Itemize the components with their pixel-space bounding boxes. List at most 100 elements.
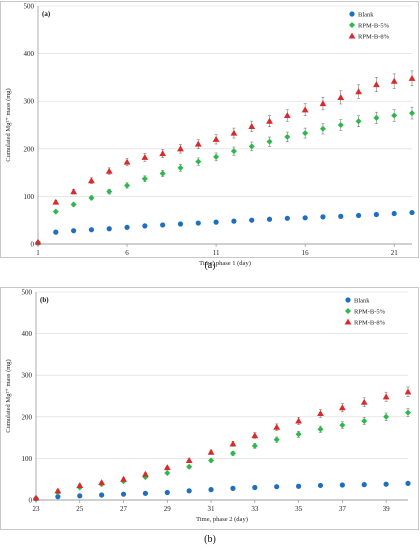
- data-point: [337, 122, 344, 128]
- data-point: [212, 135, 220, 142]
- y-tick-label: 100: [24, 193, 35, 201]
- x-tick-label: 11: [213, 249, 220, 257]
- data-point: [70, 201, 77, 208]
- data-point: [88, 194, 95, 201]
- data-point: [194, 140, 202, 147]
- data-point: [251, 442, 258, 449]
- data-point: [163, 464, 171, 471]
- data-point: [355, 212, 362, 219]
- y-tick-label: 500: [24, 3, 35, 11]
- y-tick-label: 300: [24, 98, 35, 106]
- data-point: [142, 470, 149, 477]
- data-point: [405, 480, 411, 486]
- data-point: [229, 440, 237, 447]
- data-point: [319, 100, 327, 107]
- legend-label: Blank: [358, 12, 374, 19]
- x-tick-label: 29: [164, 505, 172, 513]
- data-point: [284, 215, 290, 221]
- series-RPM-B-5%: [35, 106, 415, 246]
- series-RPM-B-5%: [33, 408, 411, 502]
- data-point: [266, 138, 273, 145]
- data-point: [284, 133, 291, 140]
- data-point: [88, 227, 95, 233]
- panel-label: (a): [42, 10, 51, 18]
- data-point: [106, 226, 112, 232]
- x-tick-label: 39: [383, 505, 391, 513]
- legend-marker: [345, 297, 351, 303]
- data-point: [55, 494, 61, 500]
- data-point: [317, 482, 324, 489]
- data-point: [123, 158, 131, 165]
- data-point: [409, 209, 415, 216]
- data-point: [213, 219, 219, 225]
- x-tick-label: 6: [125, 249, 129, 257]
- legend-label: RPM-B-5%: [354, 309, 386, 316]
- data-point: [251, 432, 259, 439]
- data-point: [295, 483, 302, 489]
- y-tick-label: 0: [31, 241, 35, 249]
- data-point: [76, 482, 84, 488]
- legend-label: Blank: [354, 298, 370, 305]
- data-point: [295, 417, 302, 424]
- data-point: [301, 106, 309, 113]
- data-point: [409, 110, 415, 117]
- data-point: [230, 485, 236, 491]
- data-point: [372, 81, 380, 88]
- data-point: [317, 410, 324, 417]
- data-point: [231, 218, 237, 224]
- data-point: [337, 93, 345, 100]
- data-point: [88, 177, 95, 184]
- data-point: [248, 123, 256, 129]
- x-tick-label: 37: [339, 505, 347, 513]
- data-point: [317, 426, 324, 433]
- data-point: [32, 494, 40, 501]
- data-point: [390, 77, 398, 84]
- data-point: [339, 482, 345, 488]
- data-point: [408, 74, 416, 81]
- data-point: [273, 436, 280, 443]
- x-axis-title: Time, phase 1 (day): [199, 260, 251, 267]
- data-point: [120, 491, 127, 497]
- legend-label: RPM-B-5%: [358, 23, 390, 30]
- panel-frame: [0, 1, 419, 258]
- x-tick-label: 33: [251, 505, 259, 513]
- x-tick-label: 31: [208, 505, 216, 513]
- data-point: [208, 487, 214, 493]
- data-point: [195, 220, 201, 226]
- x-tick-label: 25: [76, 505, 84, 513]
- data-point: [320, 214, 326, 220]
- data-point: [391, 210, 397, 217]
- y-tick-label: 300: [22, 372, 33, 380]
- series-RPM-B-8%: [32, 386, 412, 501]
- data-point: [266, 117, 273, 124]
- data-point: [230, 129, 238, 136]
- data-point: [373, 114, 380, 121]
- data-point: [338, 213, 344, 219]
- y-tick-label: 200: [24, 145, 35, 153]
- data-point: [105, 167, 113, 174]
- figure-caption: (b): [204, 534, 216, 545]
- data-point: [142, 490, 149, 496]
- data-point: [361, 482, 367, 488]
- data-point: [373, 211, 379, 218]
- data-point: [185, 457, 193, 464]
- legend-marker: [348, 32, 356, 39]
- data-point: [319, 125, 326, 132]
- panel-label: (b): [40, 296, 49, 304]
- data-point: [98, 479, 106, 486]
- data-point: [382, 393, 390, 400]
- data-point: [273, 423, 281, 430]
- y-tick-label: 400: [22, 330, 33, 338]
- data-point: [338, 404, 346, 411]
- data-point: [391, 112, 398, 119]
- legend-marker: [344, 318, 352, 325]
- data-point: [70, 188, 78, 195]
- data-point: [141, 153, 149, 160]
- data-point: [404, 388, 412, 395]
- data-point: [99, 492, 105, 498]
- data-point: [177, 164, 184, 171]
- y-axis-title: Cumulated Mg²⁺ mass (mg): [5, 359, 12, 432]
- data-point: [71, 228, 77, 234]
- data-point: [229, 450, 236, 457]
- x-tick-label: 23: [33, 505, 41, 513]
